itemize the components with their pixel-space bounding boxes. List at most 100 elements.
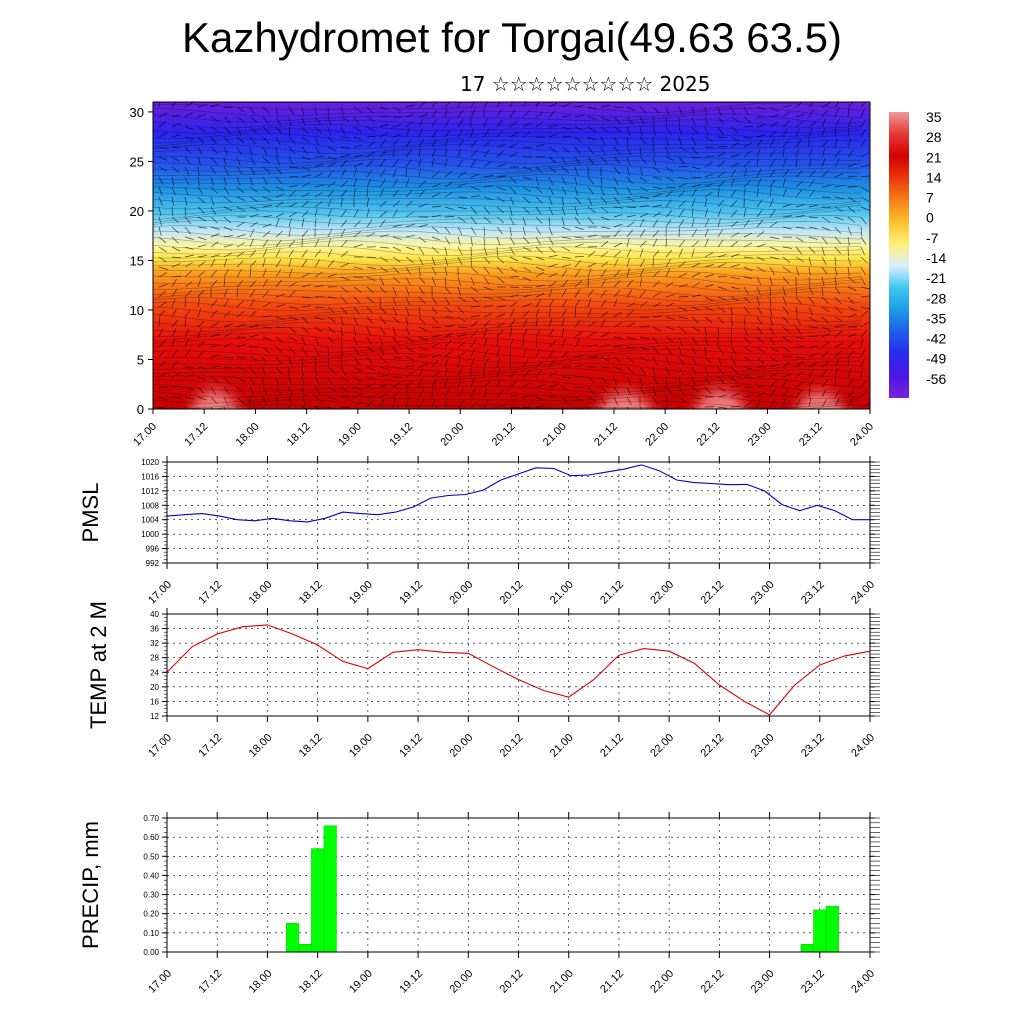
wind-barb (418, 139, 425, 148)
wind-barb (470, 159, 477, 168)
contour-line (153, 250, 861, 262)
wind-barb (431, 183, 441, 188)
wind-barb (678, 326, 687, 334)
wind-barb (314, 163, 324, 168)
wind-barb (288, 376, 293, 386)
wind-barb (405, 398, 409, 408)
wind-barb (522, 303, 532, 308)
wind-barb (652, 126, 656, 136)
x-tick-label: 20.00 (438, 421, 466, 449)
precip-bar (298, 944, 312, 953)
contour-line (153, 260, 861, 272)
wind-barb (574, 289, 581, 298)
colorbar-label: 0 (926, 210, 934, 226)
wind-barb (379, 115, 390, 118)
wind-barb (626, 346, 636, 349)
wind-barb (171, 396, 181, 399)
wind-barb (457, 148, 462, 158)
wind-barb (496, 305, 506, 308)
wind-barb (171, 134, 181, 138)
x-tick-label: 20.00 (447, 968, 475, 996)
wind-barb (600, 319, 606, 328)
wind-barb (340, 406, 350, 409)
wind-barb (730, 276, 740, 280)
wind-barb (184, 206, 187, 216)
wind-barb (821, 361, 830, 368)
wind-barb (249, 116, 258, 123)
wind-barb (457, 246, 463, 256)
wind-barb (314, 306, 325, 308)
wind-barb (730, 189, 737, 198)
wind-barb (626, 289, 633, 298)
wind-barb (509, 266, 518, 273)
wind-barb (691, 346, 697, 356)
wind-barb (236, 311, 245, 318)
wind-barb (353, 386, 363, 391)
wind-barb (808, 326, 819, 328)
wind-barb (834, 102, 840, 108)
wind-barb (223, 342, 233, 348)
wind-barb (431, 372, 440, 378)
wind-barb (613, 406, 617, 409)
wind-barb (652, 292, 661, 298)
wind-barb (587, 146, 594, 155)
wind-barb (171, 114, 181, 118)
wind-barb (600, 366, 610, 369)
wind-barb (561, 246, 571, 252)
wind-barb (795, 204, 805, 208)
wind-barb (743, 168, 748, 178)
wind-barb (769, 179, 776, 188)
wind-barb (249, 126, 257, 134)
colorbar-label: 28 (926, 129, 942, 145)
panel-frame (166, 817, 871, 953)
wind-barb (665, 176, 675, 182)
wind-barb (652, 230, 660, 238)
wind-barb (353, 346, 360, 355)
wind-barb (704, 306, 714, 312)
wind-barb (860, 164, 870, 168)
wind-barb (561, 386, 571, 392)
wind-barb (665, 116, 667, 127)
wind-barb (288, 346, 296, 354)
wind-barb (522, 166, 532, 170)
wind-barb (392, 189, 399, 198)
wind-barb (353, 144, 363, 148)
wind-barb (431, 246, 439, 254)
wind-barb (587, 289, 594, 298)
panel-grid (166, 817, 871, 953)
wind-barb (743, 219, 750, 228)
wind-barb (561, 376, 572, 378)
wind-barb (561, 156, 567, 166)
wind-barb (522, 406, 532, 409)
wind-barb (548, 329, 554, 338)
wind-barb (483, 256, 491, 265)
wind-barb (171, 206, 174, 217)
wind-barb (379, 286, 387, 294)
wind-barb (639, 166, 644, 176)
wind-barb (509, 132, 519, 138)
wind-barb (626, 258, 630, 268)
wind-barb (769, 372, 779, 378)
wind-barb (561, 288, 567, 298)
wind-barb (379, 210, 388, 218)
wind-barb (678, 219, 685, 228)
wind-barb (756, 306, 763, 315)
wind-barb (821, 236, 828, 245)
wind-barb (444, 378, 448, 388)
wind-barb (275, 212, 285, 218)
wind-barb (769, 326, 775, 336)
wind-barb (275, 376, 280, 386)
wind-barb (457, 296, 466, 302)
wind-barb (639, 229, 646, 238)
y-tick-label: 20 (130, 204, 144, 219)
wind-barb (353, 306, 360, 315)
wind-barb (327, 366, 336, 373)
wind-barb (483, 399, 490, 408)
wind-barb (561, 176, 567, 186)
wind-barb (756, 384, 766, 388)
wind-barb (262, 196, 272, 201)
wind-barb (158, 176, 164, 185)
wind-barb (158, 156, 168, 161)
wind-barb (678, 209, 685, 218)
wind-barb (717, 136, 728, 139)
